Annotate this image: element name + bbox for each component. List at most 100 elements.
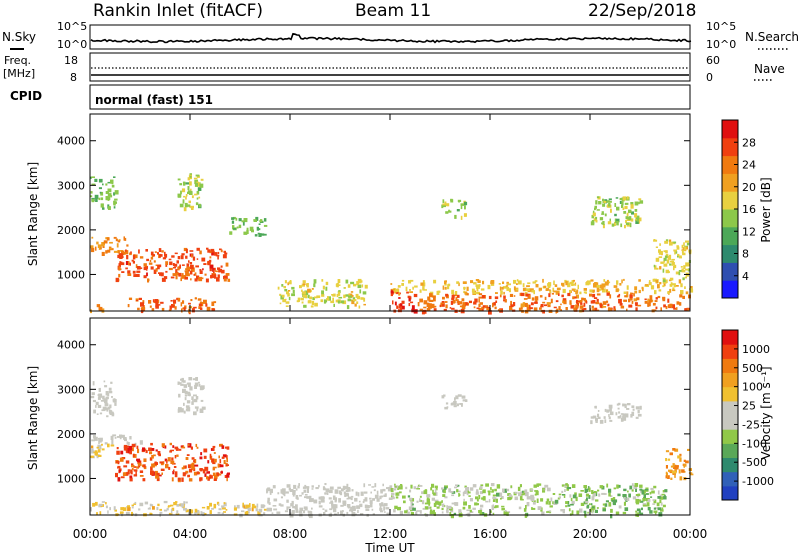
velocity-cell — [355, 491, 358, 496]
power-cell — [99, 191, 102, 194]
power-cell — [591, 214, 595, 219]
velocity-cell — [459, 403, 463, 405]
velocity-cell — [342, 500, 347, 505]
velocity-cell — [578, 493, 583, 497]
power-cell — [562, 283, 565, 287]
velocity-cell — [331, 501, 334, 506]
velocity-cell — [175, 513, 180, 516]
power-cell — [673, 241, 677, 244]
velocity-cell — [132, 447, 134, 452]
velocity-cell — [131, 465, 135, 468]
velocity-cell — [374, 483, 377, 488]
power-cell — [224, 252, 228, 255]
velocity-cell — [625, 413, 629, 418]
power-cell — [331, 294, 333, 296]
power-cell — [478, 308, 482, 312]
velocity-cell — [136, 445, 139, 449]
velocity-cell — [156, 475, 159, 479]
velocity-cell — [92, 381, 95, 386]
velocity-cell — [123, 465, 128, 468]
power-cell — [107, 206, 111, 210]
velocity-cell — [194, 512, 197, 516]
velocity-cell — [226, 478, 228, 482]
power-cell — [196, 275, 200, 280]
velocity-cell — [163, 509, 168, 512]
power-cell — [177, 178, 181, 181]
power-cell — [664, 255, 668, 258]
power-cell — [302, 280, 306, 284]
velocity-cell — [536, 483, 539, 487]
velocity-cell — [412, 503, 414, 506]
power-cell — [667, 256, 671, 260]
power-cell — [662, 277, 666, 280]
power-cell — [462, 302, 466, 307]
velocity-cell — [357, 509, 359, 513]
velocity-cell — [587, 504, 590, 509]
velocity-cell — [496, 492, 500, 497]
velocity-cell — [416, 500, 419, 503]
velocity-cell — [654, 507, 659, 510]
power-cell — [100, 191, 104, 196]
power-cell — [601, 222, 603, 225]
power-cell — [583, 288, 587, 291]
velocity-cell — [562, 494, 566, 496]
power-cell — [185, 255, 188, 259]
velocity-cell — [104, 385, 108, 388]
power-cell — [608, 281, 611, 284]
power-cell — [659, 250, 663, 255]
velocity-cell — [136, 460, 141, 462]
power-cell — [501, 287, 504, 290]
power-cell — [591, 305, 594, 309]
power-cell — [363, 297, 366, 302]
velocity-cell — [159, 508, 162, 511]
velocity-cell — [597, 489, 600, 492]
velocity-cell — [225, 509, 228, 511]
velocity-colorbar-swatch — [722, 457, 738, 473]
power-cell — [653, 309, 657, 312]
power-cell — [282, 294, 285, 298]
velocity-cell — [674, 474, 676, 478]
velocity-cell — [174, 455, 177, 459]
velocity-cell — [291, 500, 294, 505]
power-cell — [338, 291, 341, 296]
power-cell — [634, 209, 638, 212]
velocity-cell — [659, 500, 662, 504]
velocity-colorbar-frame — [721, 329, 739, 501]
velocity-cell — [419, 495, 422, 498]
velocity-cell — [188, 478, 193, 482]
power-cell — [205, 303, 208, 307]
velocity-cell — [568, 508, 571, 512]
power-cell — [547, 304, 551, 308]
power-cell — [562, 288, 566, 294]
velocity-cell — [632, 496, 637, 500]
power-cell — [684, 268, 689, 271]
power-cell — [132, 270, 136, 274]
power-cell — [615, 288, 619, 293]
velocity-cell — [488, 499, 491, 503]
velocity-cell — [195, 377, 198, 381]
power-cell — [603, 200, 607, 204]
velocity-cell — [324, 483, 327, 486]
velocity-cell — [603, 416, 606, 419]
power-cell — [313, 279, 317, 284]
power-cell — [109, 247, 113, 250]
power-cell — [409, 279, 414, 282]
power-cell — [622, 207, 625, 210]
power-cell — [211, 274, 214, 277]
power-cell — [299, 285, 302, 289]
velocity-cell — [420, 499, 422, 502]
velocity-cell — [458, 490, 461, 493]
velocity-cell — [194, 384, 197, 389]
velocity-cell — [371, 486, 375, 488]
power-cell — [684, 276, 687, 279]
power-cell — [119, 254, 123, 259]
power-cell — [490, 281, 494, 285]
velocity-cell — [285, 491, 289, 494]
velocity-cell — [395, 492, 399, 496]
velocity-cell — [114, 509, 117, 512]
velocity-cell — [523, 508, 527, 512]
velocity-y-label: Slant Range [km] — [26, 366, 40, 470]
velocity-cell — [303, 489, 307, 493]
velocity-cell — [671, 471, 676, 474]
power-cell — [125, 249, 127, 252]
